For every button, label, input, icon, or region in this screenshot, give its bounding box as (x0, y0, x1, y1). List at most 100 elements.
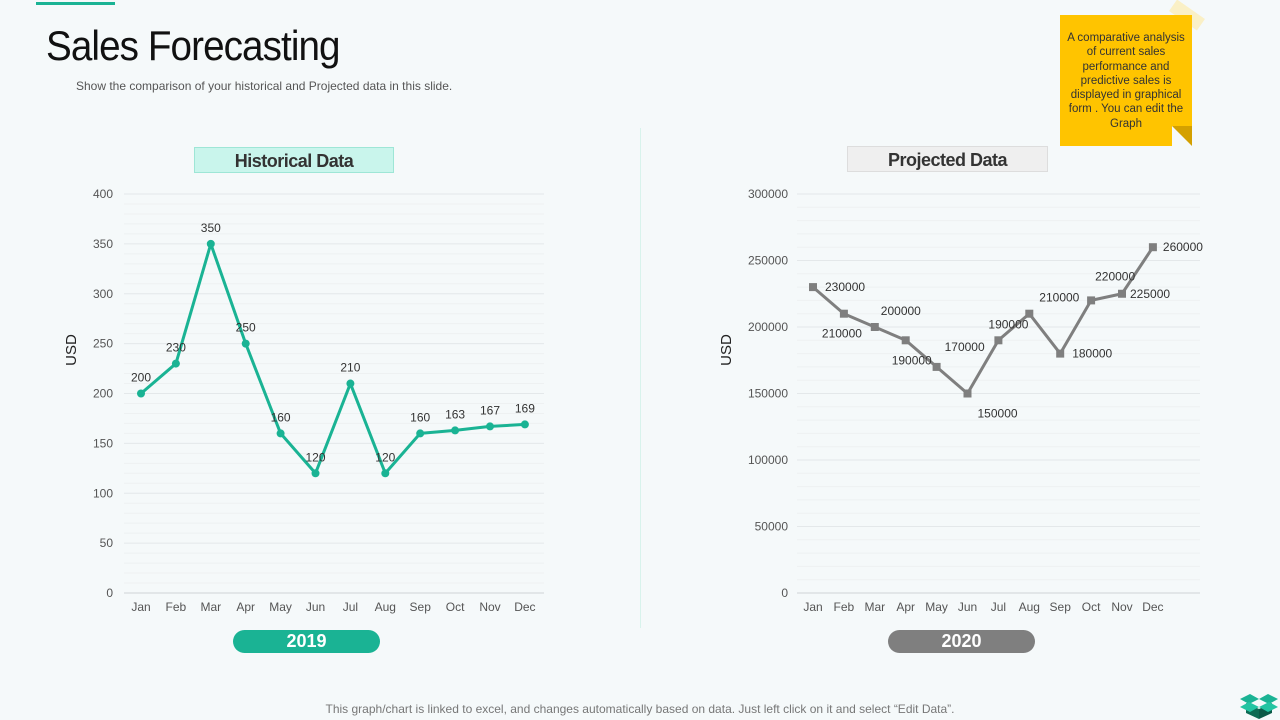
x-tick-label: Jan (803, 600, 822, 614)
data-point (1025, 309, 1034, 318)
y-tick-label: 250 (93, 337, 113, 351)
y-tick-label: 350 (93, 237, 113, 251)
data-label: 210000 (1039, 291, 1079, 305)
y-tick-label: 100000 (748, 453, 788, 467)
data-label: 180000 (1072, 347, 1112, 361)
y-axis-label: USD (63, 334, 80, 366)
x-tick-label: Aug (375, 600, 396, 614)
historical-chart-title: Historical Data (194, 147, 394, 173)
x-tick-label: Dec (514, 600, 535, 614)
series-line (812, 246, 1155, 395)
data-point (839, 309, 848, 318)
data-label: 163 (445, 407, 465, 421)
y-tick-label: 0 (781, 586, 788, 600)
data-label: 230000 (825, 280, 865, 294)
x-tick-label: Jun (958, 600, 977, 614)
y-tick-label: 150000 (748, 387, 788, 401)
data-label: 167 (480, 403, 500, 417)
data-label: 250 (236, 321, 256, 335)
y-tick-label: 300000 (748, 187, 788, 201)
data-point (416, 429, 425, 438)
data-label: 210 (340, 361, 360, 375)
data-point (486, 422, 494, 431)
x-tick-label: Feb (166, 600, 187, 614)
page-title: Sales Forecasting (46, 22, 341, 69)
data-label: 169 (515, 401, 535, 415)
data-label: 200 (131, 371, 151, 385)
data-point (994, 336, 1003, 345)
x-tick-label: Apr (236, 600, 255, 614)
data-point (346, 379, 355, 388)
x-tick-label: Apr (896, 600, 915, 614)
data-point (451, 426, 460, 435)
x-tick-label: Dec (1142, 600, 1163, 614)
data-point (241, 339, 250, 348)
data-point (206, 239, 215, 248)
data-point (311, 469, 320, 478)
x-tick-label: Jan (131, 600, 150, 614)
x-tick-label: May (269, 600, 292, 614)
data-point (171, 359, 180, 368)
year-badge-historical: 2019 (233, 630, 380, 653)
divider (640, 128, 641, 628)
x-tick-label: Jul (991, 600, 1006, 614)
x-tick-label: Jun (306, 600, 325, 614)
y-tick-label: 400 (93, 187, 113, 201)
data-label: 230 (166, 341, 186, 355)
data-label: 200000 (881, 304, 921, 318)
y-tick-label: 200000 (748, 320, 788, 334)
note-text: A comparative analysis of current sales … (1067, 32, 1185, 130)
data-label: 260000 (1163, 240, 1203, 254)
data-label: 120 (375, 450, 395, 464)
year-badge-projected: 2020 (888, 630, 1035, 653)
data-label: 160 (271, 410, 291, 424)
accent-bar (36, 2, 115, 5)
data-point (901, 336, 910, 345)
x-tick-label: Oct (446, 600, 465, 614)
y-tick-label: 250000 (748, 254, 788, 268)
data-point (381, 469, 390, 478)
data-point (276, 429, 285, 438)
x-tick-label: Feb (834, 600, 855, 614)
data-label: 160 (410, 410, 430, 424)
data-point (520, 420, 529, 429)
y-tick-label: 50000 (755, 520, 789, 534)
x-tick-label: Nov (479, 600, 500, 614)
box-logo-icon (1240, 694, 1278, 719)
data-label: 150000 (978, 407, 1018, 421)
y-axis-label: USD (718, 334, 735, 366)
y-tick-label: 300 (93, 287, 113, 301)
data-label: 220000 (1095, 269, 1135, 283)
y-tick-label: 100 (93, 486, 113, 500)
y-tick-label: 50 (100, 536, 114, 550)
x-tick-label: Oct (1082, 600, 1101, 614)
x-tick-label: Mar (864, 600, 885, 614)
data-label: 120 (305, 450, 325, 464)
data-point (1148, 243, 1157, 252)
data-label: 225000 (1130, 287, 1170, 301)
x-tick-label: Aug (1019, 600, 1040, 614)
y-tick-label: 200 (93, 387, 113, 401)
data-point (1118, 289, 1126, 298)
data-label: 350 (201, 221, 221, 235)
data-point (932, 362, 941, 371)
x-tick-label: May (925, 600, 948, 614)
data-point (870, 323, 879, 331)
x-tick-label: Mar (200, 600, 221, 614)
sticky-note: A comparative analysis of current sales … (1060, 15, 1192, 146)
series-line (140, 242, 525, 475)
data-point (137, 389, 145, 398)
x-tick-label: Jul (343, 600, 358, 614)
x-tick-label: Sep (1050, 600, 1072, 614)
data-point (809, 283, 817, 292)
footer-note: This graph/chart is linked to excel, and… (325, 702, 955, 716)
data-label: 210000 (822, 327, 862, 341)
data-point (1087, 296, 1096, 305)
projected-chart-title: Projected Data (847, 146, 1048, 172)
page-subtitle: Show the comparison of your historical a… (76, 79, 453, 93)
x-tick-label: Nov (1111, 600, 1132, 614)
data-point (963, 389, 972, 398)
data-point (1056, 349, 1065, 358)
y-tick-label: 0 (106, 586, 113, 600)
